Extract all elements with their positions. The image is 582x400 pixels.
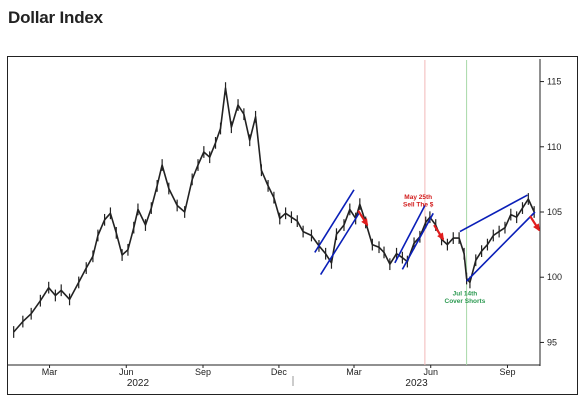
y-tick-label: 115 — [547, 77, 561, 87]
down-arrow-head — [361, 218, 369, 227]
x-tick-label: Jun — [423, 367, 438, 377]
annotation-label: Jul 14th — [453, 290, 478, 297]
x-tick-label: Sep — [499, 367, 515, 377]
channel-line — [459, 194, 528, 233]
year-label: 2023 — [405, 378, 428, 389]
channel-line — [319, 211, 361, 276]
annotation-label: Cover Shorts — [445, 298, 486, 305]
down-arrow-head — [437, 232, 445, 241]
year-label: 2022 — [127, 378, 150, 389]
channel-line — [394, 205, 426, 264]
down-arrow-head — [533, 223, 540, 232]
x-tick-label: Mar — [42, 367, 58, 377]
x-tick-label: Dec — [271, 367, 288, 377]
y-tick-label: 110 — [547, 142, 561, 152]
channel-line — [314, 189, 355, 253]
annotation-label: May 25th — [404, 194, 432, 201]
y-tick-label: 100 — [547, 272, 562, 282]
annotation-label: Sell The $ — [403, 201, 434, 208]
channel-line — [466, 211, 536, 282]
y-tick-label: 95 — [547, 337, 557, 347]
x-tick-label: Jun — [119, 367, 134, 377]
y-tick-label: 105 — [547, 207, 562, 217]
x-tick-label: Mar — [346, 367, 362, 377]
x-tick-label: Sep — [195, 367, 211, 377]
page-title: Dollar Index — [8, 8, 103, 27]
channel-line — [401, 212, 434, 270]
price-series-line — [13, 87, 535, 333]
